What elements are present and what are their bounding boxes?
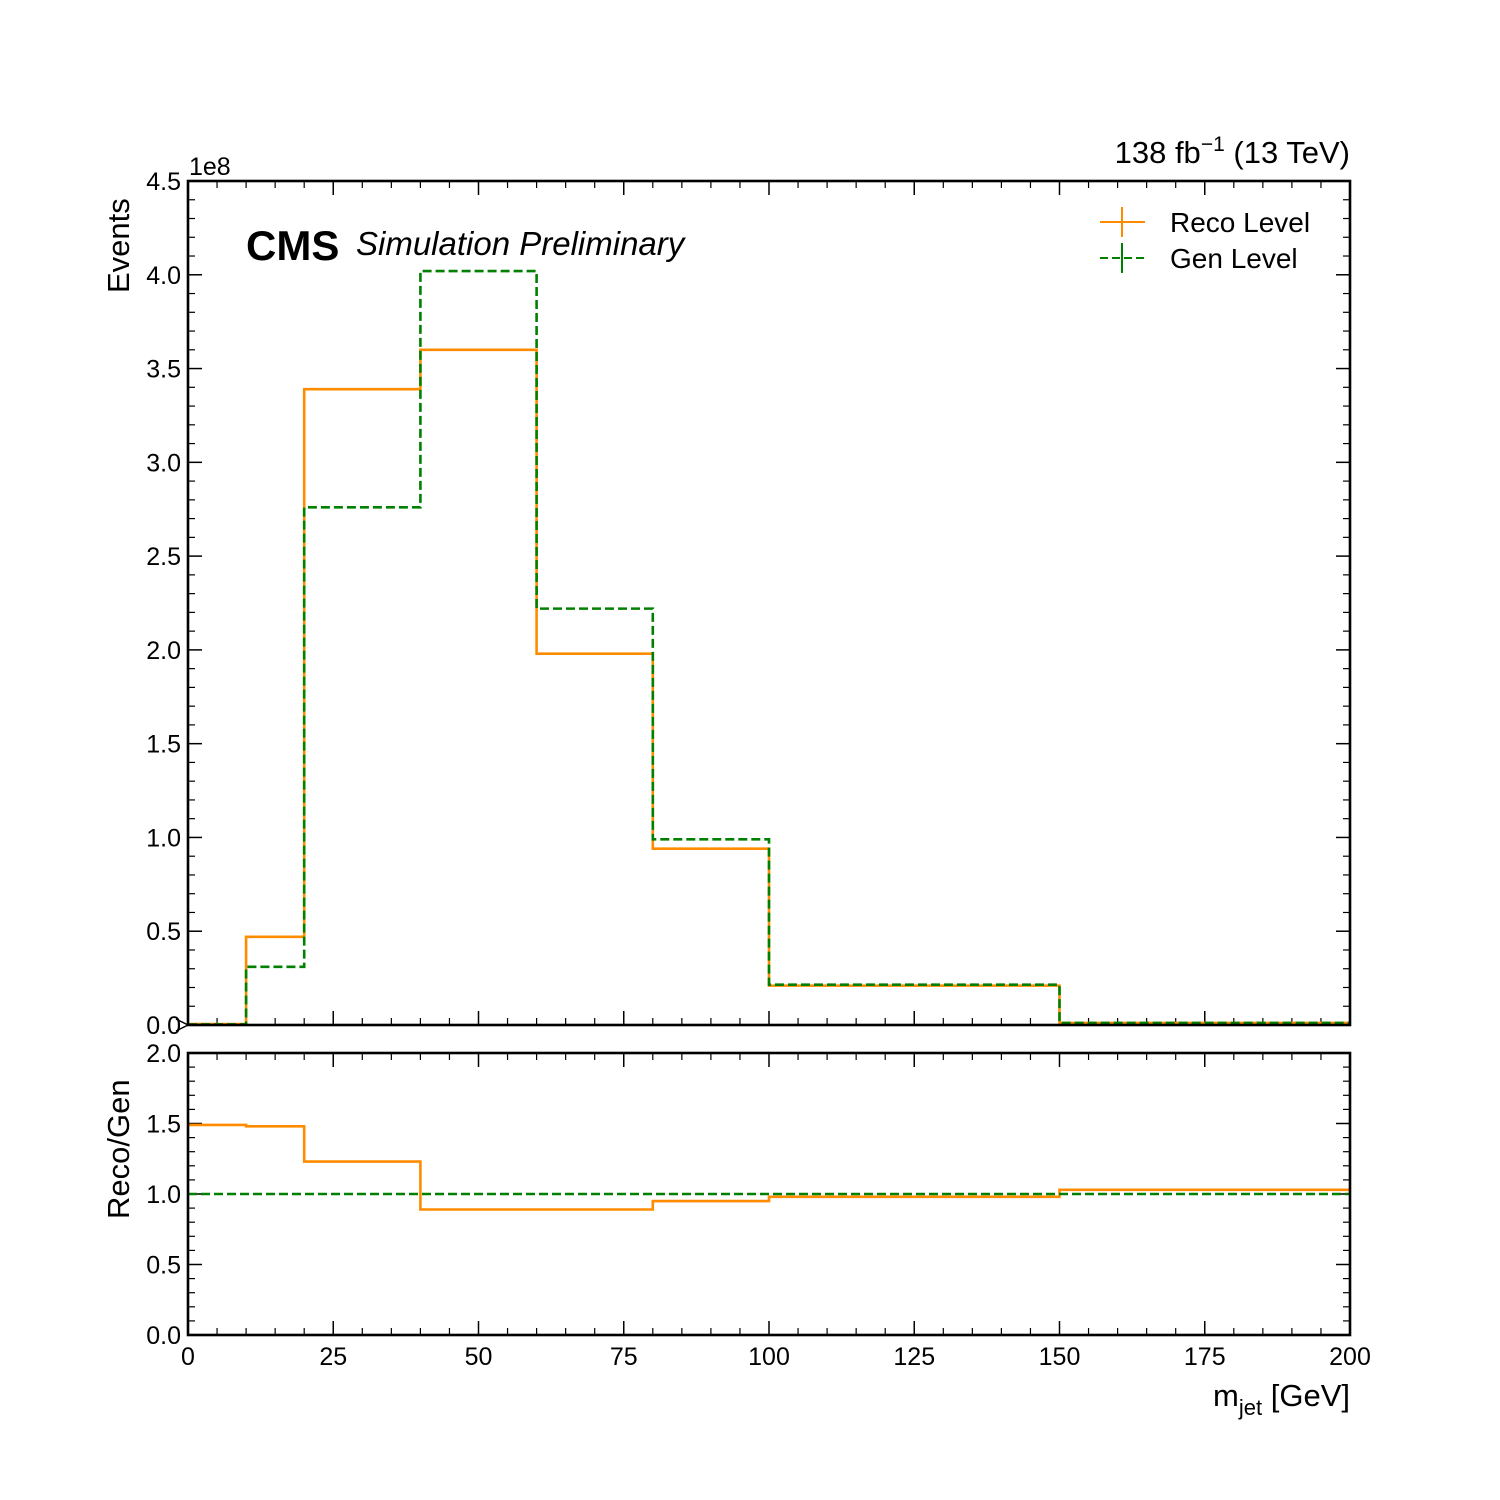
main-y-tick-labels: 0.0 0.5 1.0 1.5 2.0 2.5 3.0 3.5 4.0 4.5 [146,168,181,1040]
main-y-tick-label: 0.5 [146,918,181,946]
ratio-panel: 0.0 0.5 1.0 1.5 2.0 0 25 50 75 100 125 150 175 200 R… [101,1040,1371,1420]
y-multiplier-label: 1e8 [189,153,231,181]
main-y-tick-label: 4.0 [146,262,181,290]
x-tick-label: 100 [748,1343,790,1371]
main-y-tick-label: 2.5 [146,543,181,571]
main-series-layer [188,269,1350,1026]
ratio-y-tick-labels: 0.0 0.5 1.0 1.5 2.0 [146,1040,181,1350]
ratio-y-tick-label: 2.0 [146,1040,181,1068]
main-gen-step-line [188,269,1350,1026]
lumi-label: 138 fb−1 (13 TeV) [1115,133,1350,170]
x-tick-label: 25 [319,1343,347,1371]
ratio-series-layer [188,1123,1350,1211]
ratio-y-tick-label: 0.5 [146,1252,181,1280]
main-reco-step-line [188,348,1350,1026]
main-y-tick-label: 3.5 [146,356,181,384]
main-panel: 0.0 0.5 1.0 1.5 2.0 2.5 3.0 3.5 4.0 4.5 1e8 Event… [101,153,1352,1040]
cms-logo-text: CMS [246,222,339,269]
ratio-y-tick-label: 0.0 [146,1322,181,1350]
x-tick-label: 75 [610,1343,638,1371]
lumi-exponent: −1 [1201,133,1225,156]
x-tick-label: 0 [181,1343,195,1371]
legend-gen-label: Gen Level [1170,243,1298,274]
ratio-y-tick-label: 1.5 [146,1111,181,1139]
x-tick-label: 125 [893,1343,935,1371]
x-tick-label: 200 [1329,1343,1371,1371]
ratio-plot-frame [186,1051,1352,1337]
main-y-tick-label: 3.0 [146,449,181,477]
legend: Reco Level Gen Level [1100,207,1310,274]
x-tick-label: 175 [1184,1343,1226,1371]
legend-entry-reco: Reco Level [1100,207,1310,238]
main-y-tick-label: 4.5 [146,168,181,196]
cms-extra-text: Simulation Preliminary [356,225,687,262]
y-axis-break-marker [175,1018,190,1032]
ratio-reco-step-line [188,1123,1350,1211]
x-tick-labels: 0 25 50 75 100 125 150 175 200 [181,1343,1371,1371]
main-y-tick-label: 0.0 [146,1012,181,1040]
x-axis-title-subscript: jet [1238,1395,1262,1420]
x-axis-title: mjet [GeV] [1213,1378,1350,1420]
x-tick-label: 50 [465,1343,493,1371]
x-tick-label: 150 [1039,1343,1081,1371]
main-y-tick-label: 2.0 [146,637,181,665]
legend-entry-gen: Gen Level [1100,243,1298,274]
ratio-y-axis-title: Reco/Gen [101,1079,136,1219]
legend-reco-label: Reco Level [1170,207,1310,238]
ratio-y-tick-label: 1.0 [146,1181,181,1209]
main-y-axis-title: Events [101,198,136,293]
main-y-tick-label: 1.5 [146,731,181,759]
main-plot-frame [186,179,1352,1027]
main-y-tick-label: 1.0 [146,824,181,852]
